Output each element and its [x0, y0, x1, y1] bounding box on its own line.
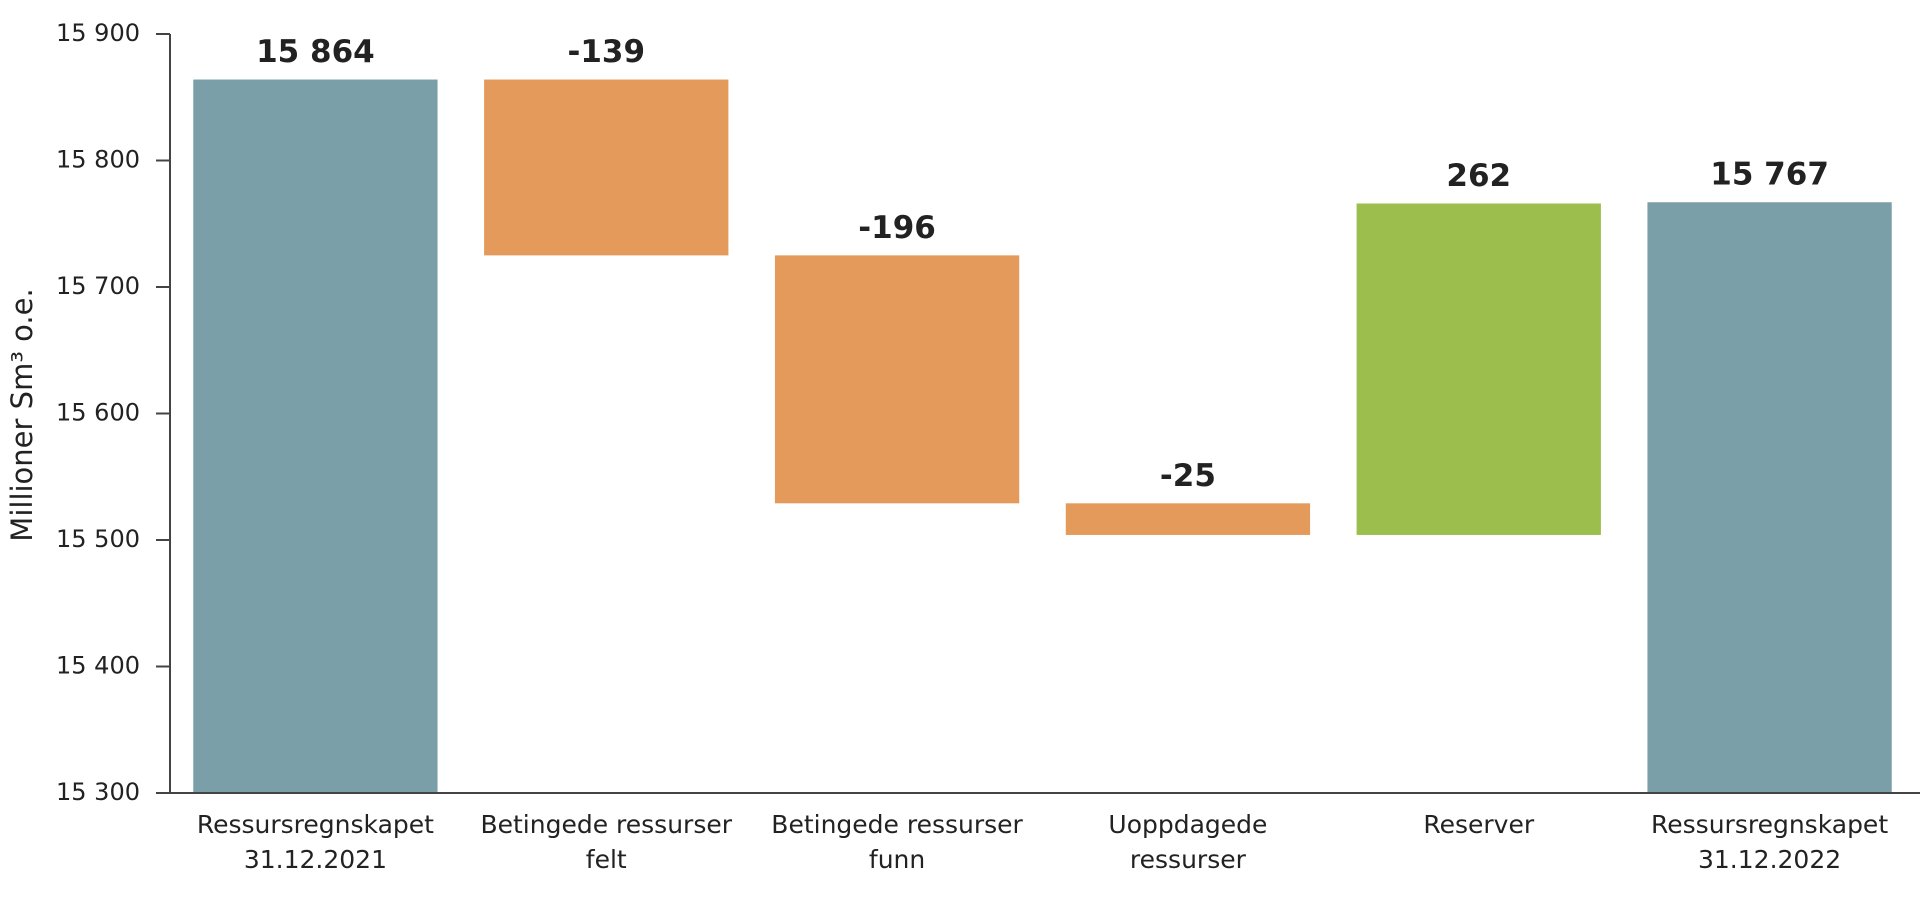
- x-tick-label: Reserver: [1423, 810, 1534, 839]
- bar: [1065, 503, 1311, 535]
- bar: [193, 79, 438, 794]
- x-tick-label: 31.12.2022: [1698, 845, 1841, 874]
- bar: [1647, 202, 1892, 793]
- x-tick-label: 31.12.2021: [244, 845, 387, 874]
- x-tick-label: Betingede ressurser: [771, 810, 1023, 839]
- bar: [1356, 203, 1601, 535]
- y-tick-label: 15 600: [56, 399, 140, 427]
- value-label: -25: [1160, 458, 1216, 494]
- y-tick-label: 15 700: [56, 272, 140, 300]
- x-tick-label: ressurser: [1130, 845, 1247, 874]
- y-tick-label: 15 500: [56, 525, 140, 553]
- value-label: 262: [1446, 158, 1511, 194]
- y-tick-label: 15 300: [56, 778, 140, 806]
- value-label: 15 767: [1710, 157, 1829, 193]
- bar: [774, 255, 1020, 504]
- bar: [484, 79, 729, 256]
- x-tick-label: Ressursregnskapet: [197, 810, 434, 839]
- x-tick-label: felt: [586, 845, 627, 874]
- y-axis-label: Millioner Sm³ o.e.: [5, 288, 39, 541]
- y-tick-label: 15 800: [56, 146, 140, 174]
- y-tick-label: 15 400: [56, 652, 140, 680]
- x-tick-label: Uoppdagede: [1108, 810, 1267, 839]
- x-tick-label: Ressursregnskapet: [1651, 810, 1888, 839]
- y-tick-label: 15 900: [56, 19, 140, 47]
- value-label: 15 864: [256, 34, 375, 70]
- value-label: -196: [858, 210, 936, 246]
- value-label: -139: [567, 34, 645, 70]
- x-tick-label: funn: [869, 845, 925, 874]
- x-tick-label: Betingede ressurser: [480, 810, 732, 839]
